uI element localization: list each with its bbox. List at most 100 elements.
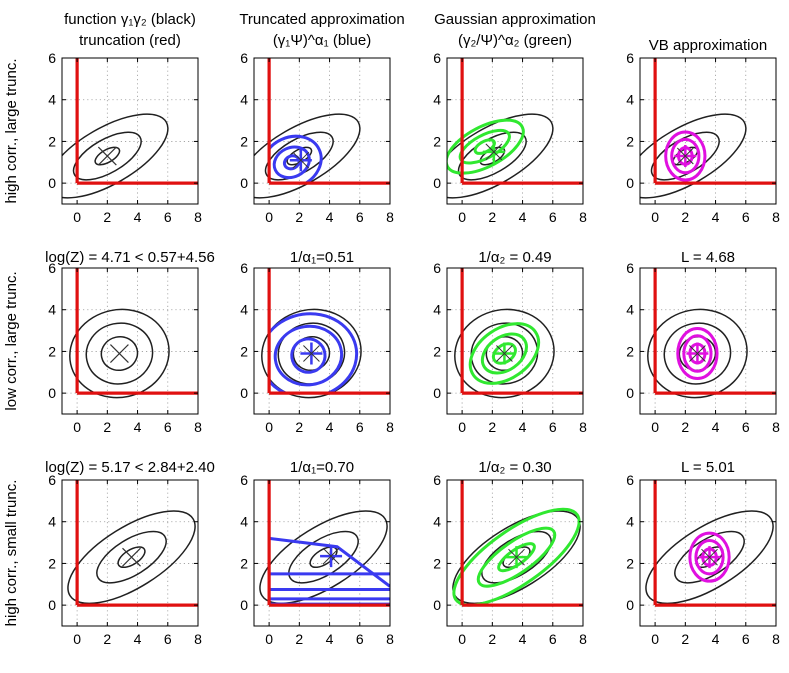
column-title-gauss-line-1: Gaussian approximation bbox=[434, 11, 596, 28]
x-tick-label: 2 bbox=[103, 209, 111, 225]
x-tick-label: 2 bbox=[103, 419, 111, 435]
function-contour-3 bbox=[254, 113, 361, 199]
plot-area bbox=[254, 480, 390, 626]
y-tick-label: 6 bbox=[626, 50, 634, 66]
function-contour-3 bbox=[261, 308, 362, 399]
function-contour-1 bbox=[309, 546, 338, 569]
y-tick-label: 4 bbox=[433, 514, 441, 530]
x-tick-label: 0 bbox=[651, 419, 659, 435]
mode-x-marker bbox=[508, 548, 525, 566]
truncated-contour-1 bbox=[290, 337, 327, 374]
x-tick-label: 2 bbox=[103, 631, 111, 647]
y-tick-label: 4 bbox=[48, 92, 56, 108]
function-contour-3 bbox=[62, 113, 169, 199]
caption-r1-c1: log(Z) = 4.71 < 0.57+4.56 bbox=[45, 249, 215, 266]
y-tick-label: 2 bbox=[48, 133, 56, 149]
panel-r1-c1: 0 2 4 6 8 0 2 4 6 bbox=[48, 50, 202, 225]
gaussian-contour-2 bbox=[476, 526, 557, 588]
mode-x-marker bbox=[485, 143, 503, 161]
x-tick-label: 8 bbox=[386, 631, 394, 647]
function-contour-2 bbox=[85, 322, 154, 385]
caption-r3-c2: 1/α₁=0.00 bbox=[290, 671, 354, 673]
x-tick-label: 0 bbox=[265, 631, 273, 647]
row-label-3: high corr., small trunc. bbox=[3, 480, 20, 627]
plot-frame bbox=[639, 267, 777, 415]
y-tick-label: 2 bbox=[240, 555, 248, 571]
x-tick-label: 2 bbox=[488, 419, 496, 435]
function-contour-2 bbox=[264, 131, 334, 181]
y-tick-label: 0 bbox=[240, 597, 248, 613]
caption-r2-c4: L = 5.01 bbox=[681, 459, 735, 476]
y-tick-label: 6 bbox=[48, 472, 56, 488]
x-tick-label: 6 bbox=[164, 209, 172, 225]
function-contour-2 bbox=[663, 322, 732, 385]
y-tick-label: 6 bbox=[626, 472, 634, 488]
plot-frame bbox=[253, 479, 391, 627]
x-tick-label: 4 bbox=[519, 209, 527, 225]
panel-r1-c3: 0 2 4 6 8 0 2 4 6 bbox=[433, 50, 587, 225]
caption-r3-c3: 1/α₂ = 1.00 bbox=[478, 671, 551, 673]
x-tick-label: 6 bbox=[742, 419, 750, 435]
vb-contour-2 bbox=[694, 538, 725, 576]
x-tick-label: 4 bbox=[134, 419, 142, 435]
x-tick-label: 0 bbox=[458, 209, 466, 225]
x-tick-label: 8 bbox=[772, 631, 780, 647]
x-tick-label: 4 bbox=[326, 209, 334, 225]
panel-r3-c3: 0 2 4 6 8 0 2 4 6 bbox=[433, 472, 587, 647]
y-tick-label: 6 bbox=[48, 260, 56, 276]
x-tick-label: 6 bbox=[549, 209, 557, 225]
panel-r2-c1: 0 2 4 6 8 0 2 4 6 bbox=[48, 260, 202, 435]
mode-x-marker bbox=[322, 547, 340, 565]
function-contour-1 bbox=[117, 546, 146, 569]
y-tick-label: 4 bbox=[626, 514, 634, 530]
x-tick-label: 4 bbox=[519, 631, 527, 647]
mode-x-marker bbox=[122, 547, 141, 567]
x-tick-label: 6 bbox=[742, 631, 750, 647]
y-tick-label: 0 bbox=[626, 597, 634, 613]
panel-r2-c4: 0 2 4 6 8 0 2 4 6 bbox=[626, 260, 780, 435]
plot-frame bbox=[253, 57, 391, 205]
x-tick-label: 8 bbox=[386, 419, 394, 435]
x-tick-label: 8 bbox=[194, 631, 202, 647]
y-tick-label: 0 bbox=[48, 385, 56, 401]
y-tick-label: 6 bbox=[240, 50, 248, 66]
column-title-trunc-line-2: (γ₁Ψ)^α₁ (blue) bbox=[273, 32, 371, 49]
caption-r2-c2: 1/α₁=0.70 bbox=[290, 459, 354, 476]
x-tick-label: 8 bbox=[579, 631, 587, 647]
gaussian-contour-3 bbox=[452, 507, 581, 607]
function-contour-2 bbox=[481, 530, 552, 584]
gaussian-contour-2 bbox=[480, 332, 528, 375]
x-tick-label: 6 bbox=[742, 209, 750, 225]
y-tick-label: 2 bbox=[626, 555, 634, 571]
mode-x-marker bbox=[689, 345, 706, 362]
x-tick-label: 8 bbox=[579, 419, 587, 435]
x-tick-label: 0 bbox=[265, 209, 273, 225]
function-contour-3 bbox=[67, 510, 196, 605]
x-tick-label: 4 bbox=[519, 419, 527, 435]
caption-r2-c3: 1/α₂ = 0.30 bbox=[478, 459, 551, 476]
y-tick-label: 0 bbox=[48, 175, 56, 191]
x-tick-label: 0 bbox=[458, 419, 466, 435]
y-tick-label: 2 bbox=[48, 555, 56, 571]
function-contour-1 bbox=[100, 336, 139, 372]
function-contour-3 bbox=[647, 308, 748, 399]
mode-x-marker bbox=[701, 548, 718, 566]
x-tick-label: 2 bbox=[681, 209, 689, 225]
x-tick-label: 6 bbox=[549, 419, 557, 435]
function-contour-3 bbox=[259, 510, 388, 605]
caption-r1-c2: 1/α₁=0.51 bbox=[290, 249, 354, 266]
y-tick-label: 4 bbox=[240, 92, 248, 108]
gaussian-contour-1 bbox=[497, 542, 536, 573]
x-tick-label: 0 bbox=[458, 631, 466, 647]
row-label-2: low corr., large trunc. bbox=[3, 271, 20, 410]
y-tick-label: 0 bbox=[433, 385, 441, 401]
plot-area bbox=[62, 268, 198, 414]
truncated-contour-2 bbox=[272, 145, 311, 180]
x-tick-label: 2 bbox=[295, 419, 303, 435]
y-tick-label: 2 bbox=[433, 133, 441, 149]
y-tick-label: 4 bbox=[240, 302, 248, 318]
y-tick-label: 2 bbox=[48, 343, 56, 359]
y-tick-label: 6 bbox=[433, 260, 441, 276]
x-tick-label: 8 bbox=[194, 419, 202, 435]
caption-r3-c1: log(Z) = 12.98 < 0.00+13.16 bbox=[37, 671, 223, 673]
